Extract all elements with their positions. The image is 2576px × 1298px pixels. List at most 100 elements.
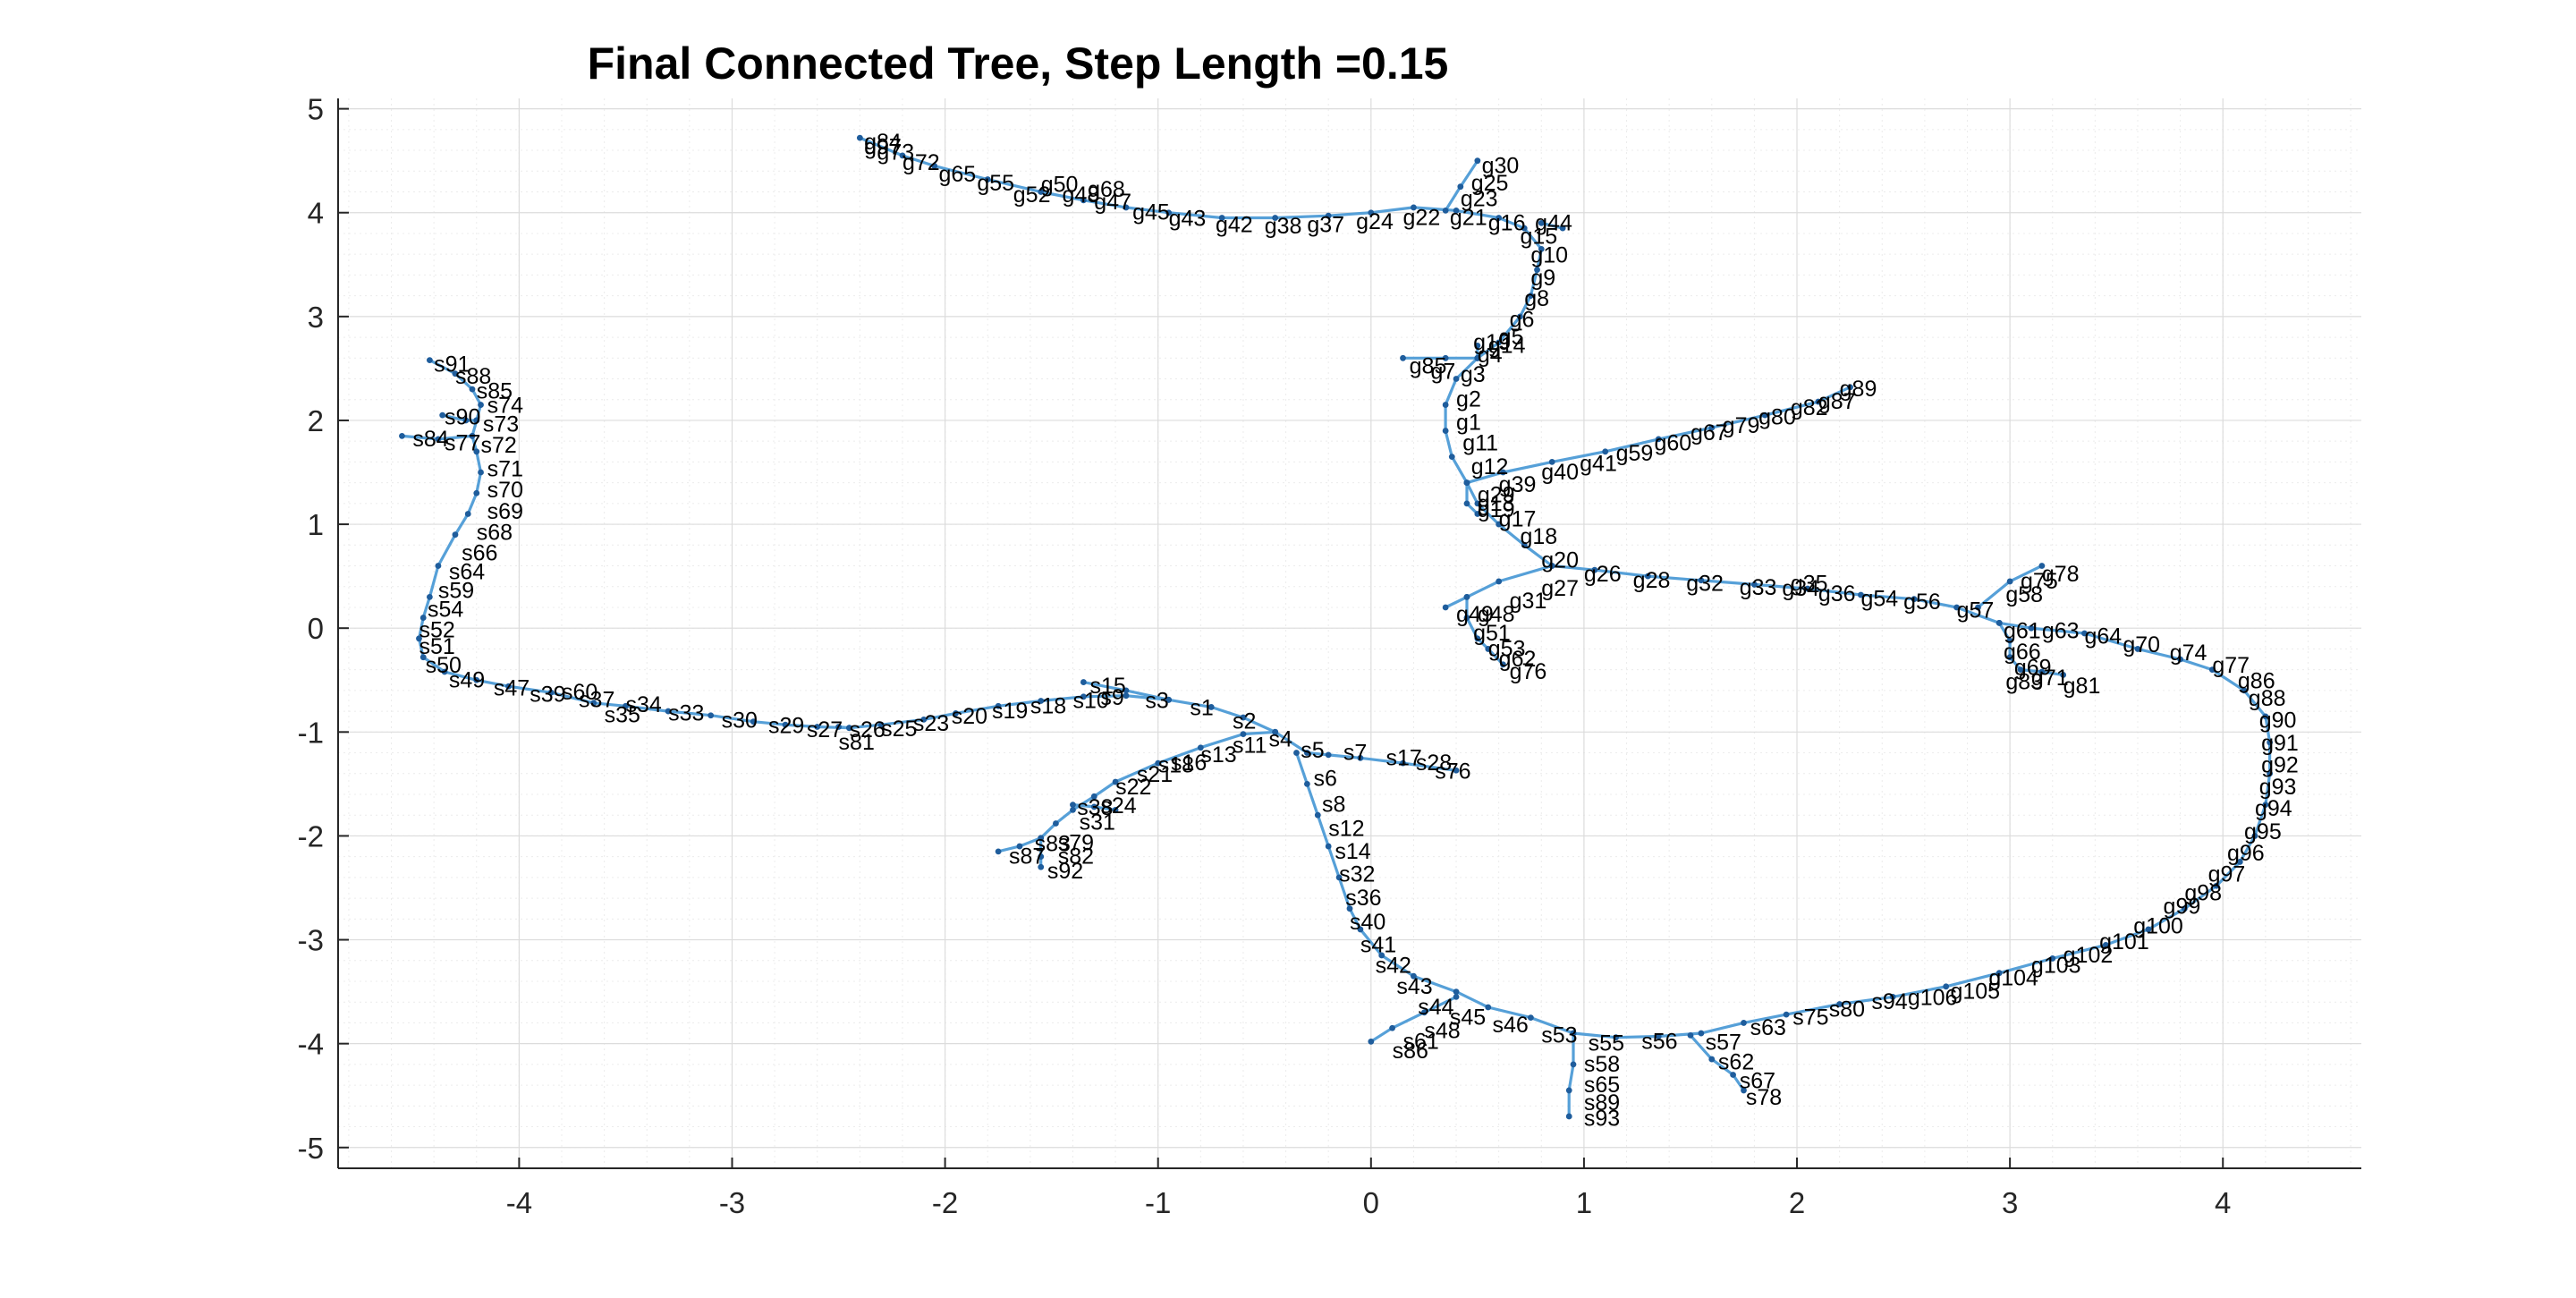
tree-node <box>2038 563 2046 569</box>
tree-node <box>439 411 446 419</box>
y-tick-label: 5 <box>308 93 324 126</box>
tree-node <box>1442 354 1449 361</box>
tree-node <box>1804 585 1811 592</box>
node-label: s93 <box>1584 1106 1620 1131</box>
tree-node <box>452 531 459 539</box>
tree-node <box>1591 566 1598 573</box>
tree-node <box>464 511 471 517</box>
node-label: g78 <box>2042 562 2080 587</box>
node-label: g8 <box>1524 286 1549 311</box>
tree-node <box>462 417 470 424</box>
node-label: g93 <box>2259 775 2297 800</box>
node-label: g102 <box>2063 943 2114 968</box>
node-label: g58 <box>2005 582 2043 607</box>
tree-node <box>1500 661 1506 668</box>
tree-node <box>419 654 427 661</box>
tree-node <box>1708 1056 1716 1063</box>
tree-node <box>1496 521 1503 528</box>
tree-nodes <box>399 134 2274 1120</box>
y-tick-label: 2 <box>308 404 324 437</box>
node-label: s59 <box>438 578 474 603</box>
tree-node <box>814 724 821 730</box>
node-label: g47 <box>1094 190 1131 215</box>
node-label: s43 <box>1396 974 1432 999</box>
tree-node <box>1996 970 2003 977</box>
tree-node <box>995 702 1002 709</box>
node-label: s38 <box>1077 795 1113 820</box>
node-label: g12 <box>1471 454 1509 479</box>
tree-node <box>835 724 842 730</box>
tree-node <box>1565 1087 1572 1094</box>
node-label: s71 <box>487 457 523 482</box>
tree-node <box>452 370 459 378</box>
node-label: s58 <box>1584 1052 1620 1077</box>
tree-node <box>2081 630 2088 637</box>
y-tick-label: -2 <box>298 819 324 853</box>
node-label: s32 <box>1339 861 1375 887</box>
node-label: g40 <box>1541 460 1579 485</box>
tree-node <box>1517 313 1523 320</box>
node-label: g48 <box>1478 602 1515 627</box>
node-label: g55 <box>977 171 1014 196</box>
node-label: s20 <box>952 704 987 729</box>
tree-node <box>2102 941 2109 948</box>
tree-node <box>1761 411 1768 419</box>
node-label: g96 <box>2227 841 2265 866</box>
node-label: g65 <box>938 162 976 187</box>
x-tick-label: 2 <box>1789 1186 1805 1219</box>
tree-node <box>1218 215 1225 221</box>
node-label: g100 <box>2133 913 2183 938</box>
tree-node <box>1165 209 1173 216</box>
tree-node <box>416 635 422 642</box>
tree-node <box>1453 376 1460 382</box>
tree-node <box>1112 806 1119 813</box>
x-tick-label: -2 <box>932 1186 958 1219</box>
tree-node <box>1303 750 1310 756</box>
node-label: g73 <box>877 140 914 165</box>
node-label: g90 <box>2259 708 2297 734</box>
tree-branch <box>1567 1031 1575 1118</box>
node-label: s74 <box>487 394 523 419</box>
tree-node <box>899 152 906 159</box>
node-label: s2 <box>1233 709 1256 734</box>
tree-branch <box>1539 221 1564 230</box>
node-label: s62 <box>1718 1050 1754 1075</box>
node-label: s69 <box>487 499 523 524</box>
node-label: g75 <box>2021 569 2058 594</box>
tree-node <box>1548 459 1555 465</box>
node-label: g87 <box>1818 389 1856 414</box>
node-label: g76 <box>1510 659 1547 684</box>
node-label: s86 <box>1393 1039 1428 1064</box>
node-label: g79 <box>1723 413 1760 438</box>
tree-node <box>1038 835 1045 842</box>
node-label: g4 <box>1478 343 1503 368</box>
node-label: s30 <box>722 708 758 734</box>
node-label: g70 <box>2123 632 2160 657</box>
node-label: g62 <box>1499 647 1537 672</box>
tree-node <box>473 489 480 496</box>
node-label: g69 <box>2014 655 2052 680</box>
tree-node <box>1400 759 1406 767</box>
node-label: g35 <box>1791 571 1828 596</box>
node-label: s52 <box>419 618 454 643</box>
node-label: s29 <box>768 713 804 738</box>
node-label: g48 <box>1063 182 1100 208</box>
node-label: g54 <box>1860 587 1898 612</box>
tree-node <box>1016 843 1023 850</box>
node-label: s24 <box>1100 793 1136 819</box>
tree-node <box>1080 693 1087 700</box>
tree-node <box>877 721 885 728</box>
node-label: s94 <box>1871 989 1907 1014</box>
tree-node <box>1346 905 1353 912</box>
tree-node <box>1357 754 1364 761</box>
node-label: g82 <box>1791 395 1828 420</box>
node-label: s8 <box>1322 793 1345 818</box>
node-label: s87 <box>1009 844 1045 870</box>
node-label: g21 <box>1450 206 1487 231</box>
node-label: s28 <box>1416 751 1452 776</box>
tree-node <box>1847 384 1853 391</box>
tree-node <box>1474 635 1481 642</box>
node-label: s19 <box>992 699 1028 724</box>
